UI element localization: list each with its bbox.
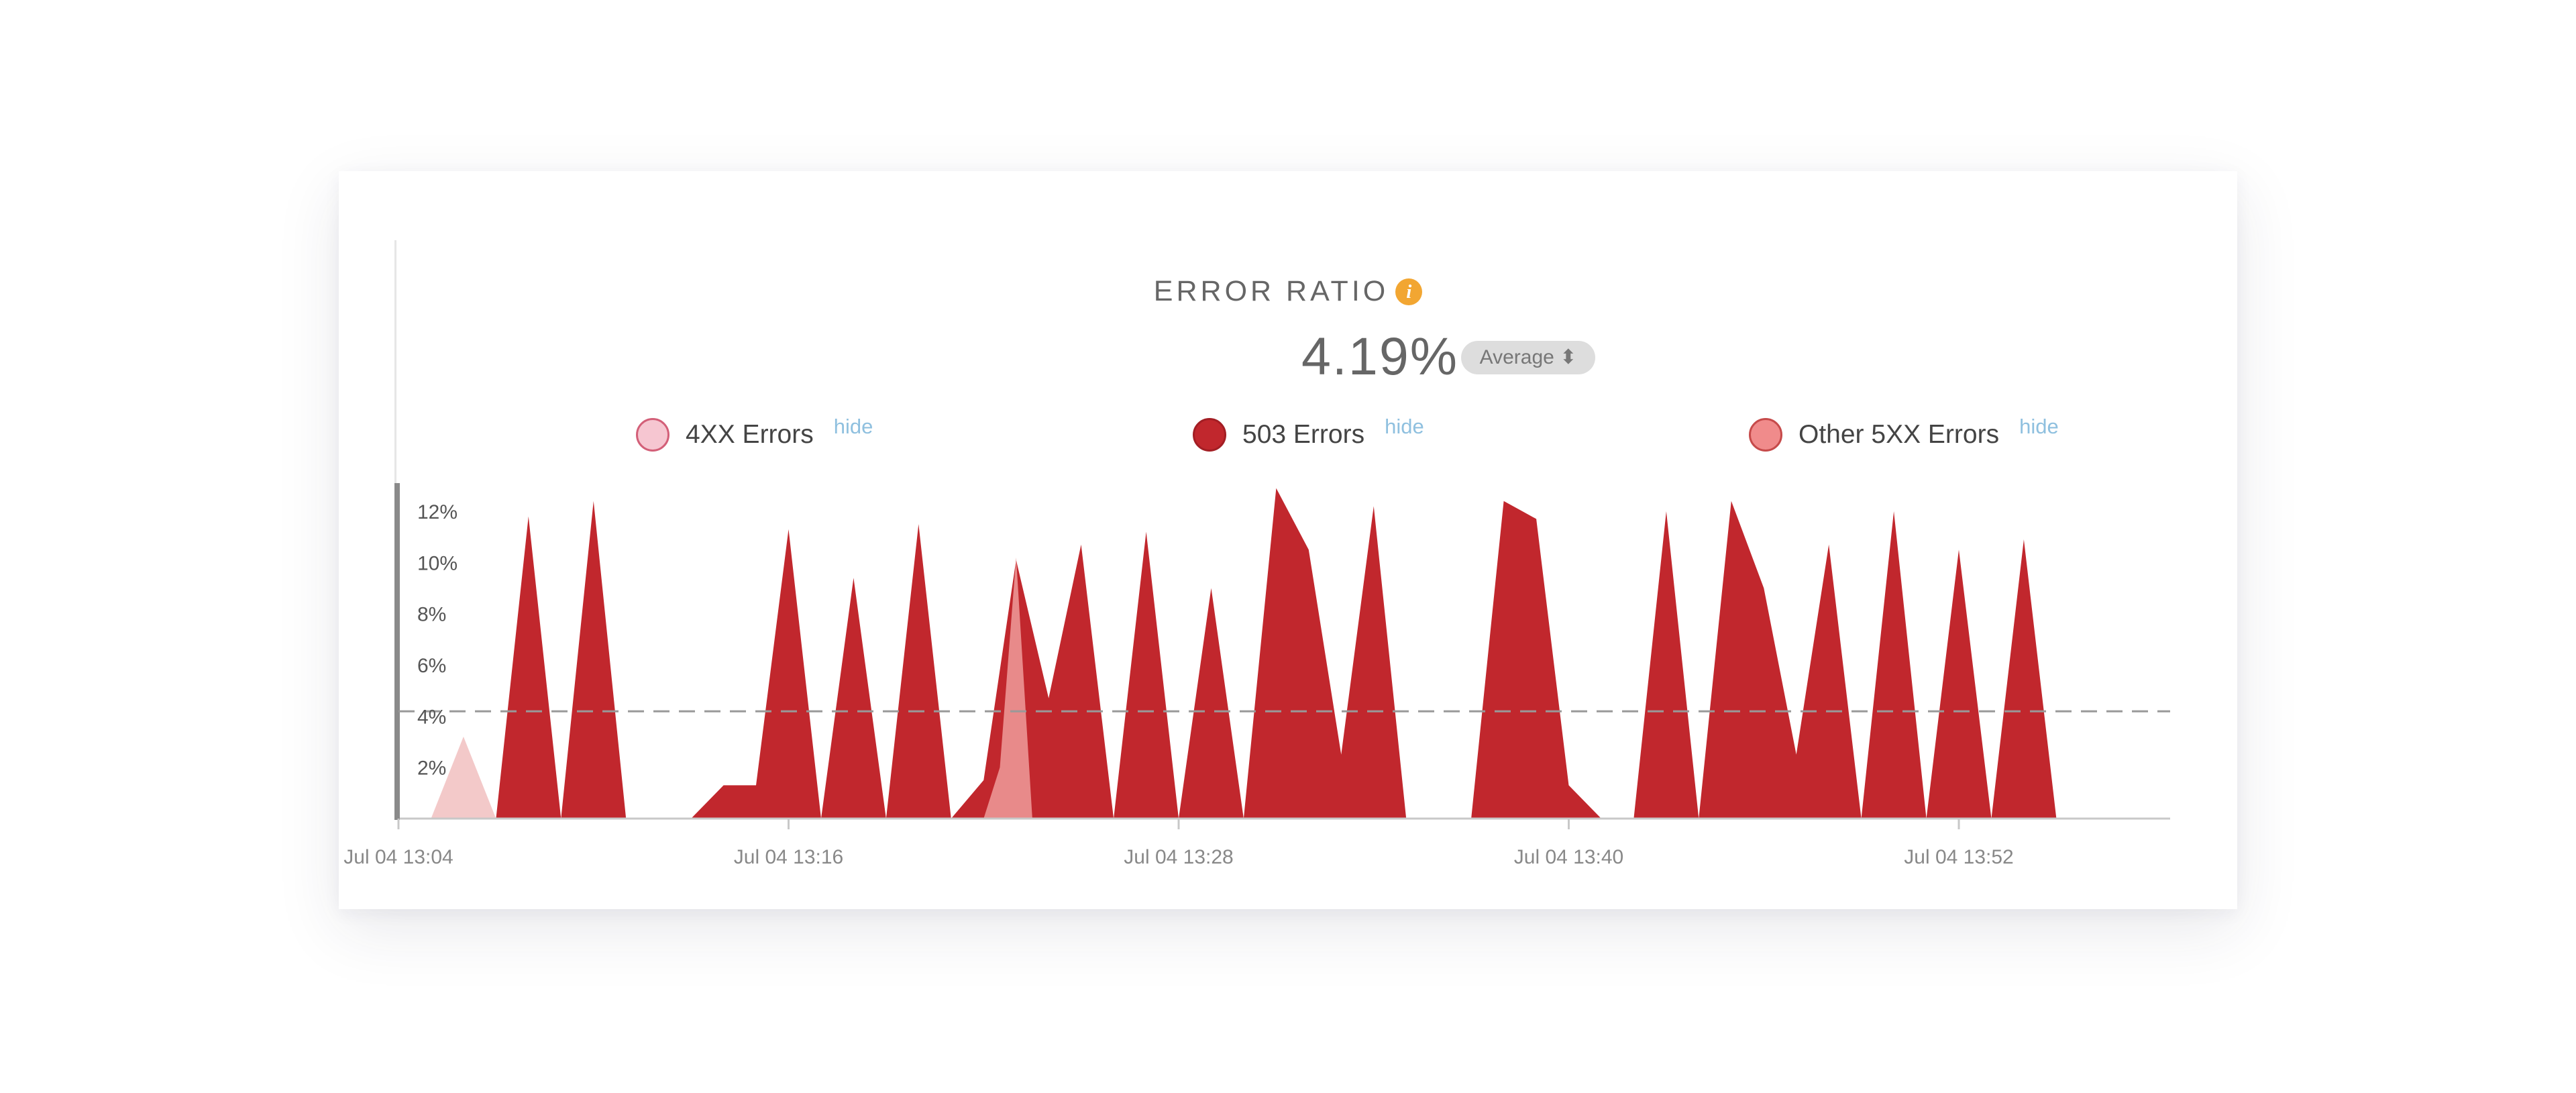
- y-tick-label: 12%: [417, 501, 458, 523]
- hide-4xx-link[interactable]: hide: [833, 415, 873, 438]
- y-axis-bar: [394, 483, 400, 820]
- legend-item-503: 503 Errors hide: [1193, 415, 1424, 455]
- legend-label-other-5xx: Other 5XX Errors: [1799, 420, 2000, 449]
- legend-dot-503: [1193, 418, 1226, 452]
- series-other-5xx-area: [983, 557, 1032, 819]
- legend-label-4xx: 4XX Errors: [686, 420, 814, 449]
- y-tick-label: 6%: [417, 655, 446, 677]
- x-tick-label: Jul 04 13:04: [343, 846, 453, 868]
- legend-label-503: 503 Errors: [1242, 420, 1365, 449]
- y-tick-label: 8%: [417, 604, 446, 626]
- y-tick-label: 4%: [417, 706, 446, 728]
- series-503-area: [496, 488, 2171, 819]
- series-4xx-area: [431, 736, 496, 819]
- y-tick-label: 10%: [417, 552, 458, 574]
- hide-503-link[interactable]: hide: [1385, 415, 1424, 438]
- legend-dot-4xx: [636, 418, 669, 452]
- y-tick-label: 2%: [417, 758, 446, 780]
- chart-title: ERROR RATIO: [1153, 275, 1389, 307]
- metric-value: 4.19%: [1301, 326, 1459, 386]
- x-tick-label: Jul 04 13:52: [1904, 846, 2013, 868]
- x-tick-label: Jul 04 13:16: [734, 846, 843, 868]
- x-tick-label: Jul 04 13:40: [1514, 846, 1623, 868]
- x-tick-label: Jul 04 13:28: [1124, 846, 1233, 868]
- legend-item-4xx: 4XX Errors hide: [636, 415, 873, 455]
- legend-item-other-5xx: Other 5XX Errors hide: [1749, 415, 2059, 455]
- aggregation-select[interactable]: Average ⬍: [1461, 341, 1595, 374]
- hide-other-5xx-link[interactable]: hide: [2019, 415, 2059, 438]
- info-icon[interactable]: i: [1395, 278, 1423, 305]
- legend-dot-other-5xx: [1749, 418, 1782, 452]
- chart-header: ERROR RATIO i: [0, 275, 2576, 308]
